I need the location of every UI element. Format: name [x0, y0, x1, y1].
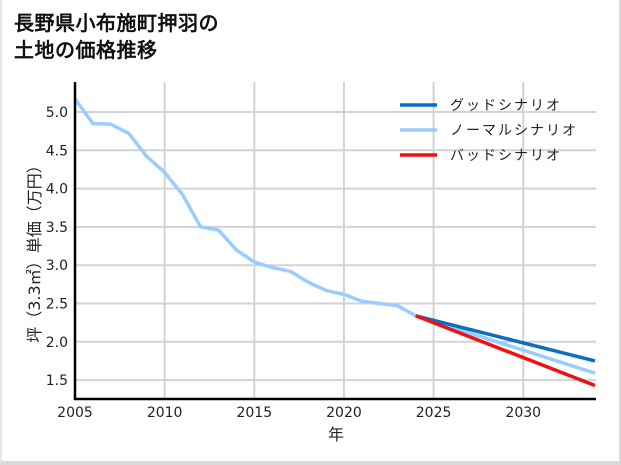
x-tick-label: 2015 — [236, 405, 272, 421]
legend-label: バッドシナリオ — [450, 148, 562, 164]
series-line-2 — [415, 314, 596, 388]
legend-label: ノーマルシナリオ — [450, 123, 578, 139]
y-tick-label: 4.0 — [46, 182, 68, 198]
x-axis-ticks: 2005 2010 2015 2020 2025 2030 — [57, 405, 541, 421]
y-axis-label: 坪（3.3㎡）単価（万円） — [25, 157, 44, 342]
series-line-0 — [415, 314, 596, 363]
axes — [73, 82, 596, 401]
y-tick-label: 3.0 — [46, 258, 68, 274]
y-tick-label: 3.5 — [46, 220, 68, 236]
x-tick-label: 2030 — [505, 405, 541, 421]
x-tick-label: 2010 — [147, 405, 183, 421]
series-line-1 — [73, 97, 596, 375]
y-tick-label: 2.0 — [46, 335, 68, 351]
chart-title-line1: 長野県小布施町押羽の — [14, 11, 219, 35]
x-axis-label: 年 — [328, 425, 344, 444]
y-tick-label: 2.5 — [46, 297, 68, 313]
chart-title: 長野県小布施町押羽の 土地の価格推移 — [14, 10, 219, 64]
y-tick-label: 4.5 — [46, 143, 68, 159]
y-tick-label: 1.5 — [46, 373, 68, 389]
gridlines — [75, 82, 596, 399]
legend-label: グッドシナリオ — [450, 98, 562, 114]
y-tick-label: 5.0 — [46, 105, 68, 121]
x-tick-label: 2020 — [326, 405, 362, 421]
x-tick-label: 2005 — [57, 405, 93, 421]
series-lines — [73, 97, 596, 388]
x-tick-label: 2025 — [416, 405, 452, 421]
chart-title-line2: 土地の価格推移 — [14, 38, 158, 62]
y-axis-ticks: 1.5 2.0 2.5 3.0 3.5 4.0 4.5 5.0 — [46, 105, 68, 389]
